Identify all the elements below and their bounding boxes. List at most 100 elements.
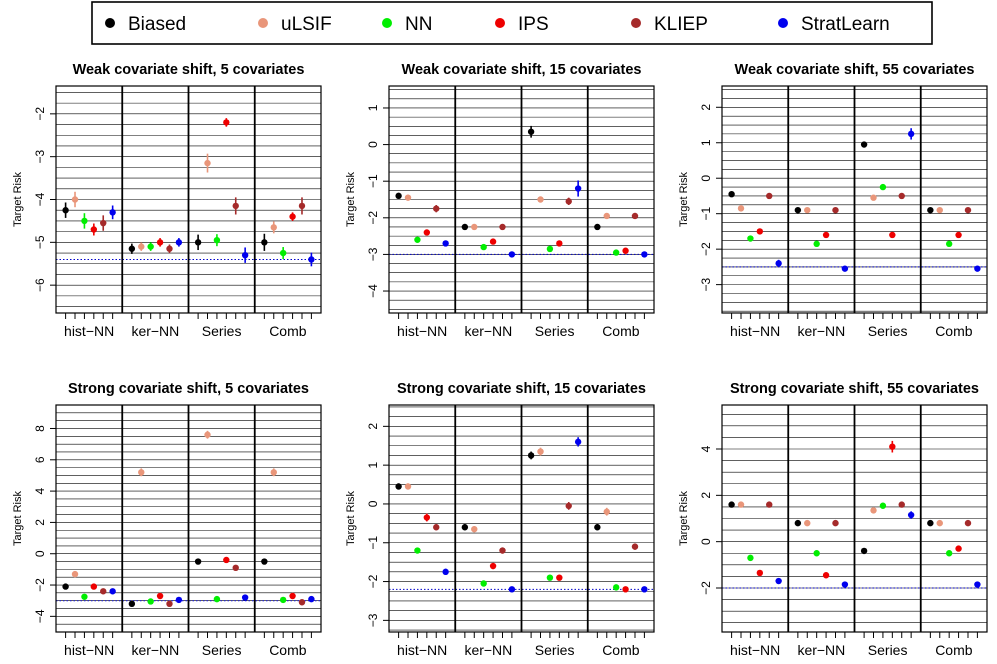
- data-point: [232, 202, 239, 210]
- group-label: Comb: [269, 642, 307, 658]
- data-point: [775, 260, 782, 267]
- group-label: Series: [868, 642, 908, 658]
- data-point: [90, 583, 98, 590]
- data-point: [565, 502, 572, 510]
- legend-label: IPS: [518, 14, 549, 35]
- data-point: [223, 556, 230, 564]
- legend-marker: [258, 18, 268, 28]
- y-tick-label: −2: [366, 211, 380, 225]
- data-point: [775, 577, 782, 585]
- series-kliep: [433, 502, 639, 554]
- y-tick-label: −4: [33, 609, 47, 623]
- y-tick-label: −6: [33, 278, 47, 292]
- group-label: ker−NN: [131, 323, 179, 339]
- y-tick-label: −3: [699, 277, 713, 291]
- data-point: [898, 192, 905, 200]
- data-point: [527, 128, 535, 135]
- data-point: [489, 562, 497, 570]
- data-point: [480, 243, 487, 251]
- data-point: [71, 570, 79, 578]
- data-point: [289, 213, 296, 220]
- plot-frame: [388, 85, 655, 314]
- y-axis-label: Target Risk: [345, 171, 357, 227]
- series-ulsif: [404, 194, 610, 231]
- data-point: [603, 508, 610, 515]
- data-point: [213, 236, 221, 244]
- data-point: [308, 595, 315, 603]
- data-point: [594, 524, 601, 531]
- series-ulsif: [71, 430, 277, 578]
- legend-entry-ulsif: uLSIF: [258, 14, 332, 35]
- chart-panel-6: Strong covariate shift, 55 covariates −2 0…: [678, 381, 988, 658]
- data-point: [898, 501, 905, 508]
- y-tick-label: −3: [366, 613, 380, 627]
- plot-frame: [721, 85, 988, 314]
- legend-box: [91, 1, 933, 45]
- data-point: [241, 594, 249, 601]
- data-point: [832, 519, 839, 527]
- data-point: [747, 554, 754, 562]
- y-tick-label: 2: [366, 423, 380, 430]
- group-label: hist−NN: [397, 323, 447, 339]
- data-point: [433, 524, 440, 531]
- data-point: [204, 431, 211, 438]
- series-nn: [747, 502, 953, 562]
- chart-title: Strong covariate shift, 15 covariates: [397, 381, 646, 397]
- data-point: [128, 600, 136, 608]
- data-point: [109, 209, 116, 216]
- series-nn: [414, 547, 620, 591]
- data-point: [641, 251, 648, 258]
- legend-label: NN: [405, 14, 432, 35]
- series-kliep: [100, 564, 306, 608]
- data-point: [90, 226, 98, 233]
- data-point: [813, 240, 820, 248]
- group-label: ker−NN: [797, 642, 845, 658]
- group-label: Comb: [935, 323, 973, 339]
- y-tick-label: −2: [699, 581, 713, 595]
- data-point: [889, 443, 896, 450]
- group-label: Series: [202, 323, 242, 339]
- data-point: [223, 119, 230, 126]
- y-tick-label: 1: [366, 104, 380, 111]
- data-point: [737, 501, 745, 508]
- data-point: [537, 448, 544, 455]
- chart-title: Weak covariate shift, 5 covariates: [73, 62, 305, 78]
- data-point: [81, 593, 88, 600]
- data-point: [574, 438, 582, 446]
- y-axis-label: Target Risk: [12, 490, 24, 546]
- legend-entry-ips: IPS: [495, 14, 549, 35]
- data-point: [870, 507, 877, 514]
- data-point: [841, 265, 849, 272]
- data-point: [804, 206, 811, 214]
- y-tick-label: 4: [699, 445, 713, 452]
- data-point: [128, 245, 136, 252]
- y-tick-label: −1: [366, 536, 380, 550]
- series-ulsif: [71, 153, 277, 251]
- legend-entry-stratlearn: StratLearn: [778, 14, 890, 35]
- y-tick-label: −4: [366, 284, 380, 298]
- legend-label: KLIEP: [654, 14, 708, 35]
- chart-title: Weak covariate shift, 55 covariates: [735, 62, 975, 78]
- y-axis-label: Target Risk: [678, 490, 690, 546]
- series-ulsif: [404, 447, 610, 533]
- y-axis-label: Target Risk: [345, 490, 357, 546]
- data-point: [945, 240, 953, 248]
- group-label: Series: [535, 642, 575, 658]
- data-point: [62, 207, 69, 214]
- data-point: [964, 519, 972, 527]
- data-point: [537, 196, 544, 203]
- y-tick-label: −1: [366, 174, 380, 188]
- data-point: [955, 545, 962, 552]
- chart-panel-5: Strong covariate shift, 15 covariates −3 −…: [345, 381, 655, 658]
- data-point: [841, 581, 849, 588]
- data-point: [100, 588, 107, 595]
- data-point: [622, 247, 629, 254]
- data-point: [147, 243, 154, 250]
- chart-title: Strong covariate shift, 55 covariates: [730, 381, 979, 397]
- chart-panel-1: Weak covariate shift, 5 covariates −6 −5 −4…: [12, 62, 322, 339]
- data-point: [622, 586, 629, 593]
- data-point: [927, 206, 934, 214]
- chart-panel-2: Weak covariate shift, 15 covariates −4 −3 −…: [345, 62, 655, 339]
- series-ips: [90, 118, 296, 247]
